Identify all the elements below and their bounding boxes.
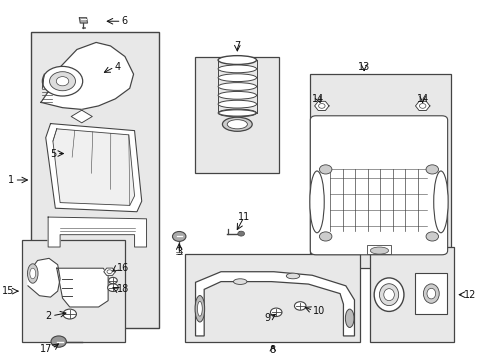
Text: 17: 17 bbox=[40, 344, 52, 354]
Circle shape bbox=[238, 231, 245, 236]
Ellipse shape bbox=[227, 120, 247, 129]
Ellipse shape bbox=[286, 273, 300, 279]
Text: 18: 18 bbox=[117, 284, 129, 294]
Ellipse shape bbox=[218, 109, 257, 117]
Polygon shape bbox=[48, 217, 147, 247]
Text: 12: 12 bbox=[464, 290, 476, 300]
Circle shape bbox=[270, 308, 282, 316]
Bar bbox=[195, 57, 279, 173]
Ellipse shape bbox=[218, 100, 257, 108]
Polygon shape bbox=[71, 110, 92, 123]
Polygon shape bbox=[79, 18, 88, 23]
Circle shape bbox=[294, 302, 306, 310]
Polygon shape bbox=[416, 101, 430, 111]
Circle shape bbox=[319, 165, 332, 174]
Text: 14: 14 bbox=[416, 94, 429, 104]
Bar bbox=[310, 74, 451, 268]
Text: 5: 5 bbox=[50, 149, 57, 158]
Ellipse shape bbox=[30, 268, 36, 279]
Text: 16: 16 bbox=[117, 263, 129, 273]
Ellipse shape bbox=[310, 171, 324, 233]
Ellipse shape bbox=[218, 91, 257, 99]
Text: 14: 14 bbox=[312, 94, 324, 104]
Circle shape bbox=[426, 165, 439, 174]
Text: 1: 1 bbox=[8, 175, 15, 185]
Text: 10: 10 bbox=[313, 306, 325, 315]
Ellipse shape bbox=[218, 83, 257, 90]
Polygon shape bbox=[315, 101, 329, 111]
Circle shape bbox=[426, 232, 439, 241]
Bar bbox=[31, 32, 159, 328]
Text: 8: 8 bbox=[270, 345, 276, 355]
Circle shape bbox=[56, 77, 69, 86]
Text: 3: 3 bbox=[176, 247, 182, 257]
Polygon shape bbox=[53, 129, 135, 206]
Text: 4: 4 bbox=[114, 62, 121, 72]
Ellipse shape bbox=[427, 288, 436, 299]
Ellipse shape bbox=[218, 74, 257, 82]
Ellipse shape bbox=[423, 284, 439, 303]
Circle shape bbox=[42, 66, 83, 96]
Polygon shape bbox=[28, 258, 60, 297]
Polygon shape bbox=[41, 42, 134, 109]
Text: 13: 13 bbox=[358, 62, 370, 72]
Polygon shape bbox=[104, 268, 115, 275]
Ellipse shape bbox=[384, 289, 394, 301]
Bar bbox=[370, 247, 454, 342]
Ellipse shape bbox=[379, 284, 399, 306]
Circle shape bbox=[49, 72, 75, 91]
Ellipse shape bbox=[195, 296, 205, 322]
Ellipse shape bbox=[197, 301, 202, 316]
Text: 15: 15 bbox=[2, 286, 15, 296]
Ellipse shape bbox=[218, 56, 257, 64]
Ellipse shape bbox=[434, 171, 448, 233]
Polygon shape bbox=[57, 268, 108, 307]
Text: 6: 6 bbox=[122, 16, 128, 26]
Circle shape bbox=[172, 231, 186, 242]
Text: 2: 2 bbox=[46, 311, 52, 321]
Text: 11: 11 bbox=[238, 212, 250, 222]
Ellipse shape bbox=[218, 65, 257, 73]
Ellipse shape bbox=[370, 247, 389, 254]
Bar bbox=[368, 245, 392, 254]
Ellipse shape bbox=[27, 264, 38, 283]
Ellipse shape bbox=[222, 117, 252, 131]
PathPatch shape bbox=[196, 272, 354, 336]
Circle shape bbox=[109, 277, 117, 284]
Ellipse shape bbox=[345, 309, 354, 328]
Text: 7: 7 bbox=[234, 41, 241, 51]
Bar bbox=[416, 274, 447, 314]
FancyBboxPatch shape bbox=[310, 116, 448, 255]
Circle shape bbox=[51, 336, 66, 347]
Text: 9: 9 bbox=[264, 312, 270, 323]
Circle shape bbox=[108, 284, 118, 292]
Circle shape bbox=[63, 309, 76, 319]
Polygon shape bbox=[46, 123, 142, 212]
Ellipse shape bbox=[374, 278, 404, 311]
Bar bbox=[185, 254, 360, 342]
Ellipse shape bbox=[233, 279, 247, 284]
Bar bbox=[22, 240, 125, 342]
Circle shape bbox=[319, 232, 332, 241]
Ellipse shape bbox=[219, 110, 256, 116]
